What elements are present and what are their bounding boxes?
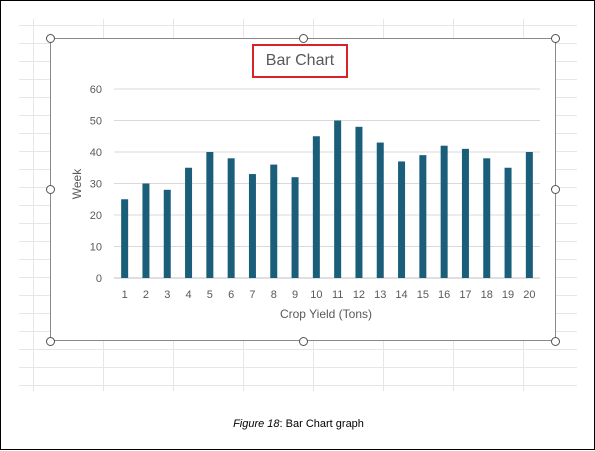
bar-8[interactable]	[270, 164, 278, 278]
x-tick-label-2: 2	[143, 289, 149, 301]
resize-handle-middle-right[interactable]	[551, 185, 560, 194]
bar-16[interactable]	[440, 145, 448, 278]
y-tick-label: 40	[90, 147, 102, 159]
x-tick-label-19: 19	[502, 289, 514, 301]
bar-18[interactable]	[483, 158, 491, 278]
bar-1[interactable]	[121, 199, 129, 278]
bar-17[interactable]	[461, 148, 469, 278]
gridlines	[114, 88, 540, 279]
bar-12[interactable]	[355, 126, 363, 278]
resize-handle-top-right[interactable]	[551, 34, 560, 43]
bars	[121, 120, 533, 279]
y-tick-label: 10	[90, 242, 102, 254]
y-tick-label: 50	[90, 116, 102, 128]
x-tick-label-7: 7	[249, 289, 255, 301]
x-tick-label-17: 17	[459, 289, 471, 301]
x-tick-label-20: 20	[523, 289, 535, 301]
bar-10[interactable]	[312, 136, 320, 278]
bar-11[interactable]	[334, 120, 342, 279]
bar-15[interactable]	[419, 155, 427, 278]
y-axis-title: Week	[70, 168, 84, 199]
x-tick-label-6: 6	[228, 289, 234, 301]
figure-caption: Figure 18: Bar Chart graph	[1, 418, 595, 430]
figure-caption-label: Figure 18	[233, 418, 280, 430]
resize-handle-middle-left[interactable]	[46, 185, 55, 194]
x-tick-label-16: 16	[438, 289, 450, 301]
bar-9[interactable]	[291, 177, 299, 278]
bar-5[interactable]	[206, 152, 214, 278]
resize-handle-bottom-center[interactable]	[299, 337, 308, 346]
bar-20[interactable]	[525, 152, 533, 278]
chart-title[interactable]: Bar Chart	[252, 44, 348, 78]
x-tick-label-14: 14	[395, 289, 407, 301]
y-tick-label: 20	[90, 210, 102, 222]
x-tick-label-8: 8	[271, 289, 277, 301]
bar-2[interactable]	[142, 183, 150, 279]
chart-title-text: Bar Chart	[265, 52, 335, 69]
resize-handle-top-left[interactable]	[46, 34, 55, 43]
x-tick-label-11: 11	[332, 289, 343, 301]
resize-handle-bottom-left[interactable]	[46, 337, 55, 346]
bar-13[interactable]	[376, 142, 384, 278]
x-tick-label-5: 5	[207, 289, 213, 301]
bar-14[interactable]	[398, 161, 406, 278]
x-tick-label-13: 13	[374, 289, 386, 301]
x-tick-label-9: 9	[292, 289, 298, 301]
x-tick-labels: 1 2 3 4 5 6 7 8 9 10 11 12 13 14 15 16 17 18 19 20	[122, 289, 536, 301]
bar-6[interactable]	[227, 158, 235, 278]
x-axis-title: Crop Yield (Tons)	[280, 307, 372, 321]
y-tick-label: 60	[90, 84, 102, 96]
y-tick-label: 0	[96, 273, 102, 285]
resize-handle-top-center[interactable]	[299, 34, 308, 43]
x-tick-label-15: 15	[417, 289, 429, 301]
x-tick-label-12: 12	[353, 289, 365, 301]
x-tick-label-10: 10	[310, 289, 322, 301]
bar-3[interactable]	[163, 189, 171, 278]
x-tick-label-18: 18	[481, 289, 493, 301]
bar-4[interactable]	[185, 167, 193, 278]
figure-caption-text: : Bar Chart graph	[279, 418, 364, 430]
y-tick-labels: 0 10 20 30 40 50 60	[90, 84, 102, 285]
y-tick-label: 30	[90, 179, 102, 191]
bar-19[interactable]	[504, 167, 512, 278]
x-tick-label-1: 1	[122, 289, 128, 301]
bar-7[interactable]	[248, 174, 256, 278]
x-tick-label-4: 4	[185, 289, 191, 301]
resize-handle-bottom-right[interactable]	[551, 337, 560, 346]
x-tick-label-3: 3	[164, 289, 170, 301]
